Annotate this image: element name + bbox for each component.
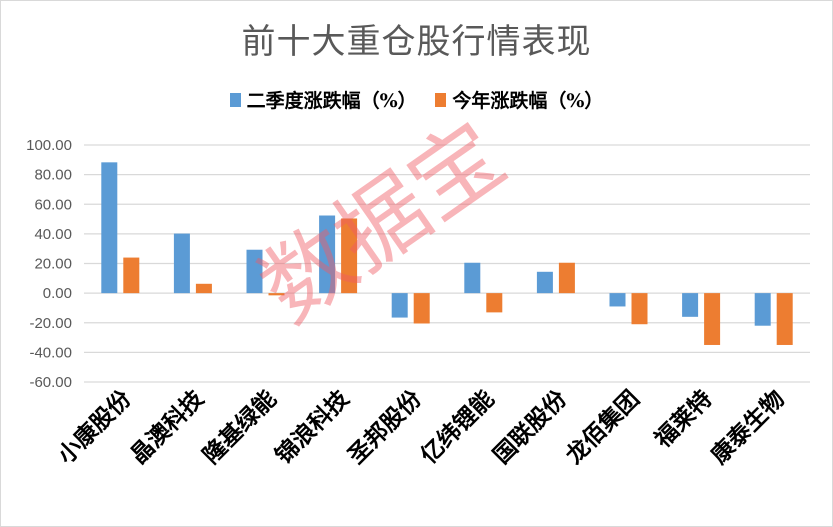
bar-q2 xyxy=(464,262,481,294)
bar-q2 xyxy=(754,293,771,326)
legend: 二季度涨跌幅（%） 今年涨跌幅（%） xyxy=(0,86,833,113)
bar-q2 xyxy=(391,293,408,318)
y-tick-label: -60.00 xyxy=(29,374,72,391)
x-tick-label: 隆基绿能 xyxy=(198,385,282,469)
bar-q2 xyxy=(173,233,190,294)
bar-ytd xyxy=(413,293,430,324)
y-tick-label: 0.00 xyxy=(43,285,72,302)
y-tick-label: -40.00 xyxy=(29,344,72,361)
y-tick-label: 20.00 xyxy=(34,256,72,273)
bar-ytd xyxy=(268,293,285,296)
x-tick-label: 亿纬锂能 xyxy=(415,385,499,469)
y-tick-label: 60.00 xyxy=(34,196,72,213)
y-tick-label: 100.00 xyxy=(26,137,72,154)
bar-q2 xyxy=(246,249,263,294)
x-tick-label: 国联股份 xyxy=(488,384,573,469)
bar-ytd xyxy=(341,218,358,294)
bar-ytd xyxy=(558,262,575,294)
chart-title: 前十大重仓股行情表现 xyxy=(241,22,592,62)
x-tick-label: 福莱特 xyxy=(649,385,718,454)
y-tick-label: 80.00 xyxy=(34,167,72,184)
x-tick-label: 圣邦股份 xyxy=(343,384,428,469)
legend-item-ytd: 今年涨跌幅（%） xyxy=(435,86,603,113)
legend-item-q2: 二季度涨跌幅（%） xyxy=(229,86,417,113)
bar-ytd xyxy=(195,283,212,294)
x-tick-label: 康泰生物 xyxy=(706,385,790,469)
bar-q2 xyxy=(682,293,699,317)
bar-ytd xyxy=(704,293,721,345)
x-tick-label: 晶澳科技 xyxy=(125,384,210,469)
y-tick-label: 40.00 xyxy=(34,226,72,243)
bar-ytd xyxy=(631,293,648,325)
bar-ytd xyxy=(123,257,140,294)
bar-q2 xyxy=(536,271,553,294)
y-tick-label: -20.00 xyxy=(29,315,72,332)
bar-ytd xyxy=(776,293,793,345)
legend-swatch-ytd xyxy=(435,92,447,107)
bar-ytd xyxy=(486,293,503,313)
legend-label-ytd: 今年涨跌幅（%） xyxy=(452,90,604,112)
x-tick-label: 锦浪科技 xyxy=(270,384,355,469)
bar-q2 xyxy=(319,215,336,294)
legend-label-q2: 二季度涨跌幅（%） xyxy=(246,90,417,112)
legend-swatch-q2 xyxy=(229,92,241,107)
x-tick-label: 龙佰集团 xyxy=(561,385,645,469)
bar-q2 xyxy=(609,293,626,307)
bar-q2 xyxy=(101,162,118,294)
x-tick-label: 小康股份 xyxy=(52,384,137,469)
